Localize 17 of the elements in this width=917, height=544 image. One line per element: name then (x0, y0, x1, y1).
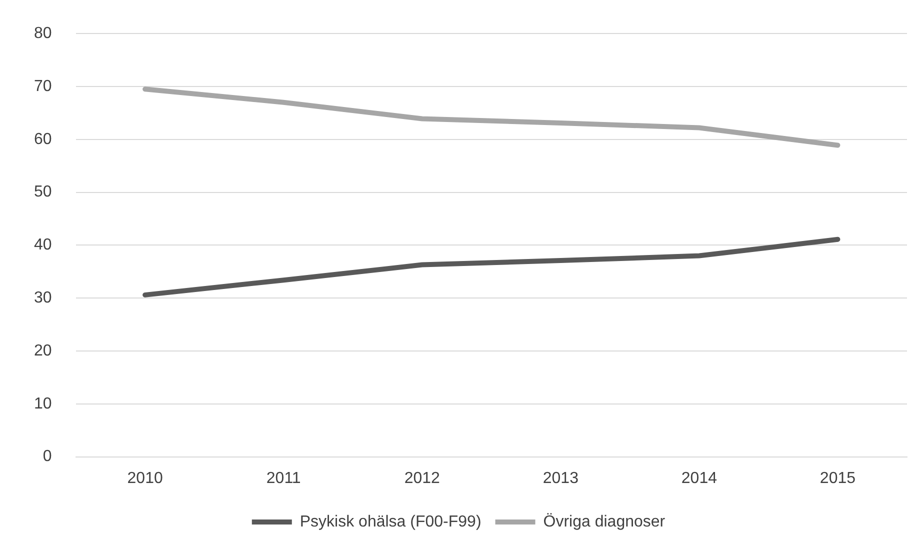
legend-label: Övriga diagnoser (543, 512, 666, 530)
y-tick-label: 0 (42, 448, 52, 466)
x-tick-label: 2014 (681, 470, 718, 487)
x-tick-label: 2011 (266, 470, 301, 487)
y-tick-label: 50 (34, 184, 52, 201)
x-tick-label: 2010 (127, 470, 163, 487)
x-tick-label: 2015 (820, 470, 856, 487)
y-tick-label: 60 (34, 130, 52, 148)
y-tick-label: 20 (34, 342, 52, 360)
y-tick-label: 30 (34, 290, 52, 307)
y-tick-label: 40 (34, 236, 52, 254)
legend-label: Psykisk ohälsa (F00-F99) (300, 513, 482, 530)
x-tick-label: 2013 (542, 470, 579, 487)
y-tick-label: 80 (34, 25, 52, 42)
y-tick-label: 10 (34, 395, 52, 412)
y-tick-label: 70 (34, 78, 52, 95)
x-tick-label: 2012 (404, 470, 440, 487)
